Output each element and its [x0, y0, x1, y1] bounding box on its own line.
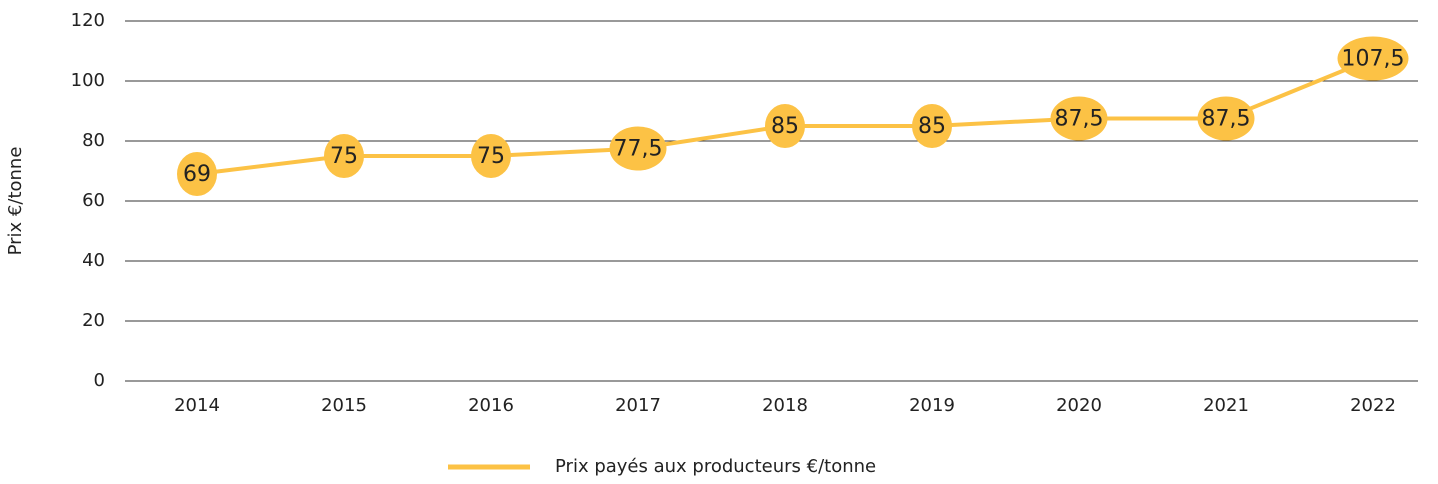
legend-label: Prix payés aux producteurs €/tonne	[555, 456, 876, 477]
marker	[471, 134, 511, 178]
data-point: 85	[912, 104, 952, 148]
marker	[1197, 96, 1255, 141]
y-tick-label: 20	[82, 310, 105, 331]
marker	[177, 152, 217, 196]
x-tick-label: 2014	[174, 395, 220, 416]
y-axis-label: Prix €/tonne	[5, 147, 26, 256]
value-label: 69	[183, 162, 211, 187]
x-tick-label: 2015	[321, 395, 367, 416]
marker	[609, 126, 667, 171]
data-point: 69	[177, 152, 217, 196]
value-label: 107,5	[1342, 47, 1405, 72]
y-tick-label: 100	[71, 70, 105, 91]
y-tick-label: 120	[71, 10, 105, 31]
marker	[324, 134, 364, 178]
marker	[1337, 36, 1409, 81]
value-label: 75	[330, 144, 358, 169]
marker	[765, 104, 805, 148]
x-tick-label: 2016	[468, 395, 514, 416]
marker	[912, 104, 952, 148]
value-label: 87,5	[1055, 107, 1104, 132]
data-point: 87,5	[1197, 96, 1255, 141]
data-point: 85	[765, 104, 805, 148]
data-point: 77,5	[609, 126, 667, 171]
value-label: 77,5	[614, 137, 663, 162]
x-tick-label: 2022	[1350, 395, 1396, 416]
x-tick-label: 2020	[1056, 395, 1102, 416]
x-tick-label: 2017	[615, 395, 661, 416]
y-tick-label: 60	[82, 190, 105, 211]
y-tick-label: 40	[82, 250, 105, 271]
y-tick-label: 0	[94, 370, 105, 391]
data-point: 75	[471, 134, 511, 178]
x-tick-label: 2021	[1203, 395, 1249, 416]
value-label: 87,5	[1202, 107, 1251, 132]
x-tick-label: 2019	[909, 395, 955, 416]
value-label: 75	[477, 144, 505, 169]
data-point: 87,5	[1050, 96, 1108, 141]
y-tick-label: 80	[82, 130, 105, 151]
data-point: 75	[324, 134, 364, 178]
marker	[1050, 96, 1108, 141]
data-point: 107,5	[1337, 36, 1409, 81]
x-tick-label: 2018	[762, 395, 808, 416]
value-label: 85	[918, 114, 946, 139]
value-label: 85	[771, 114, 799, 139]
